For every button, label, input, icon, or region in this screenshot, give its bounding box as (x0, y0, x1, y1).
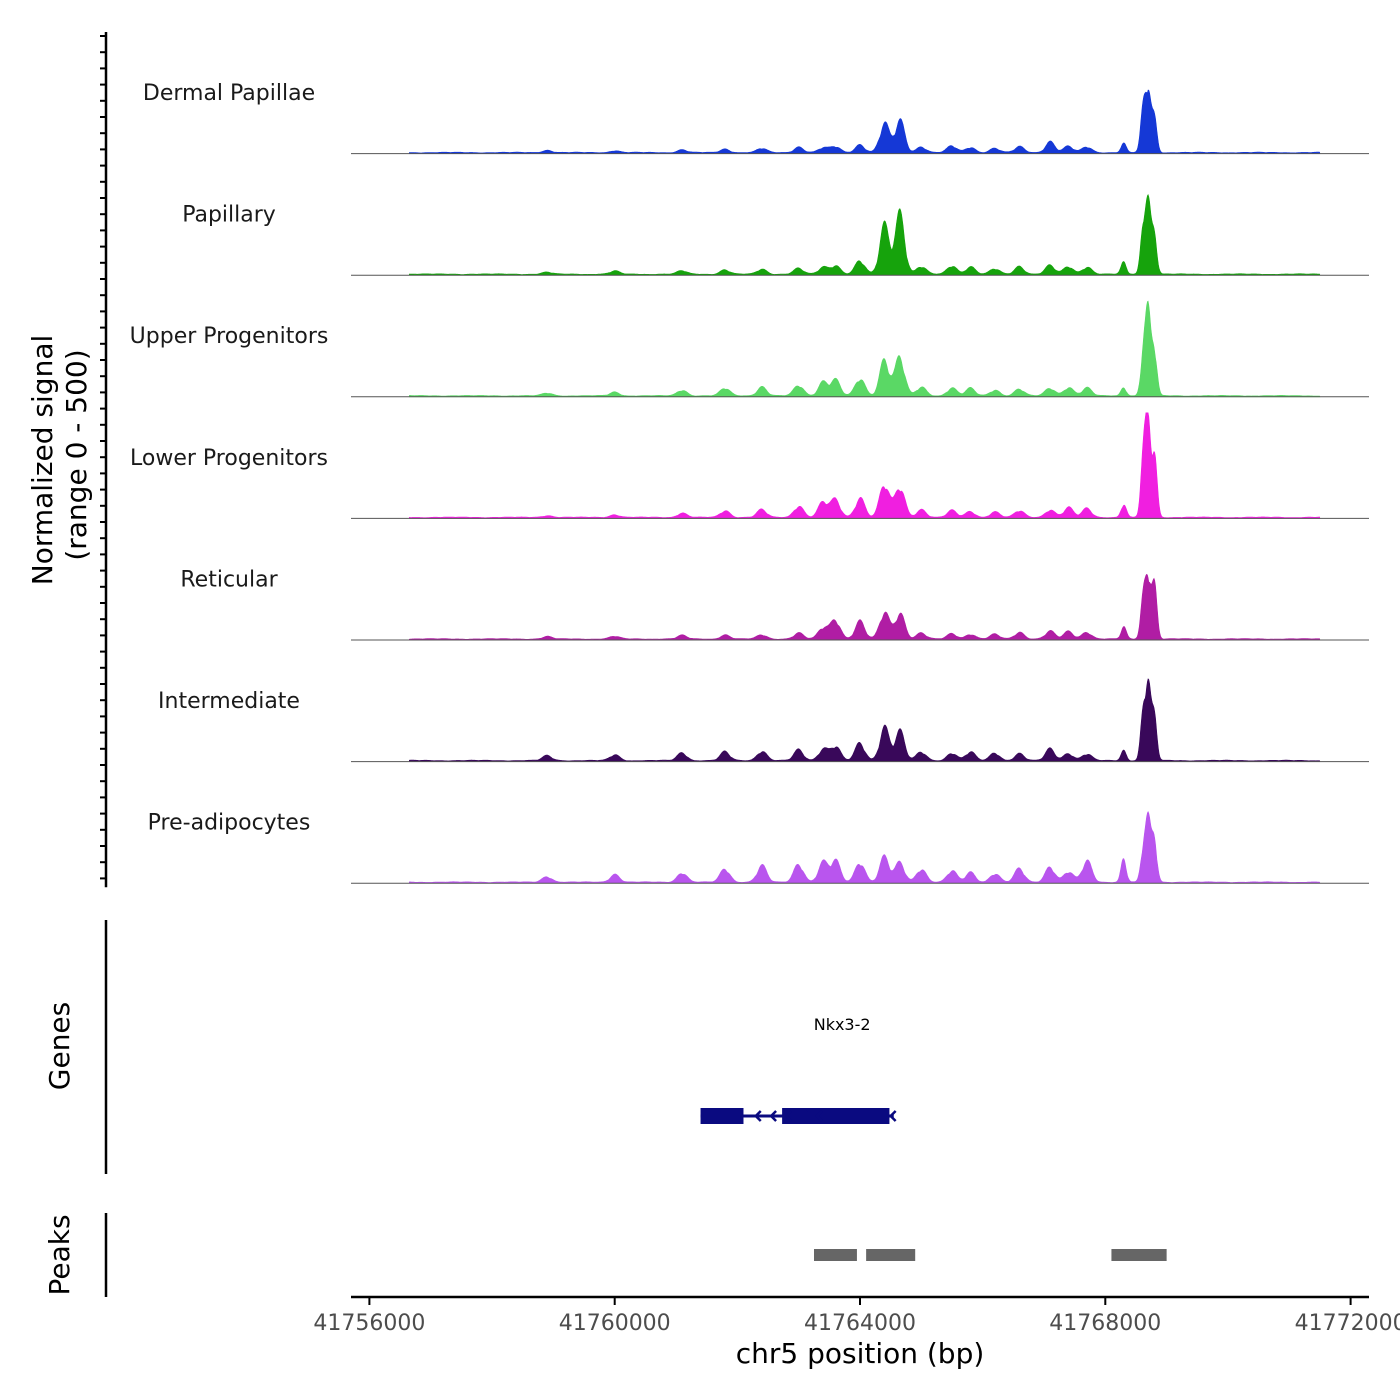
strand-arrow (799, 1110, 808, 1122)
x-tick-label: 41756000 (313, 1311, 425, 1336)
x-axis-ticks: 41756000 41760000 41764000 41768000 41772000 (313, 1297, 1400, 1336)
track-label: Intermediate (158, 689, 300, 714)
strand-arrow (888, 1110, 897, 1122)
track-dermal-papillae: Dermal Papillae (143, 81, 1369, 155)
x-axis-title: chr5 position (bp) (736, 1337, 985, 1370)
coverage-area (409, 573, 1321, 641)
track-pre-adipocytes: Pre-adipocytes (148, 811, 1369, 884)
track-lower-progenitors: Lower Progenitors (130, 412, 1369, 519)
coverage-area (409, 412, 1321, 519)
x-tick-label: 41772000 (1295, 1311, 1400, 1336)
genes-track-label: Genes (43, 1002, 76, 1090)
track-label: Reticular (180, 567, 278, 592)
track-label: Papillary (182, 203, 276, 228)
peak-regions (814, 1249, 1167, 1261)
strand-arrow (815, 1110, 823, 1122)
track-reticular: Reticular (180, 567, 1369, 641)
track-intermediate: Intermediate (158, 678, 1369, 763)
track-label: Dermal Papillae (143, 81, 315, 106)
y-axis-ticks (100, 32, 108, 888)
coverage-tracks: Dermal Papillae Papillary Upper Progenitor… (130, 81, 1369, 884)
coverage-area (409, 678, 1321, 762)
coverage-area (409, 811, 1321, 884)
peak-region (1111, 1249, 1167, 1261)
x-tick-label: 41760000 (559, 1311, 671, 1336)
strand-arrow (753, 1110, 762, 1122)
track-papillary: Papillary (182, 194, 1369, 276)
gene-models: Nkx3-2 (700, 1015, 897, 1124)
gene-nkx3-2: Nkx3-2 (700, 1015, 897, 1124)
gene-name-label: Nkx3-2 (814, 1015, 871, 1034)
coverage-area (409, 300, 1321, 398)
peak-region (814, 1249, 857, 1261)
track-label: Pre-adipocytes (148, 811, 311, 836)
x-tick-label: 41764000 (804, 1311, 916, 1336)
track-label: Upper Progenitors (130, 324, 329, 349)
strand-arrow (769, 1110, 777, 1122)
coverage-area (409, 89, 1321, 154)
strand-arrow (784, 1110, 793, 1122)
gene-exon (700, 1108, 744, 1124)
track-upper-progenitors: Upper Progenitors (130, 300, 1369, 398)
x-tick-label: 41768000 (1049, 1311, 1161, 1336)
y-axis-subtitle: (range 0 - 500) (60, 349, 93, 560)
peaks-track-label: Peaks (43, 1214, 76, 1295)
track-label: Lower Progenitors (130, 446, 328, 471)
y-axis-title: Normalized signal (26, 335, 59, 586)
coverage-area (409, 194, 1321, 276)
peak-region (866, 1249, 916, 1261)
gene-exon (782, 1108, 890, 1124)
